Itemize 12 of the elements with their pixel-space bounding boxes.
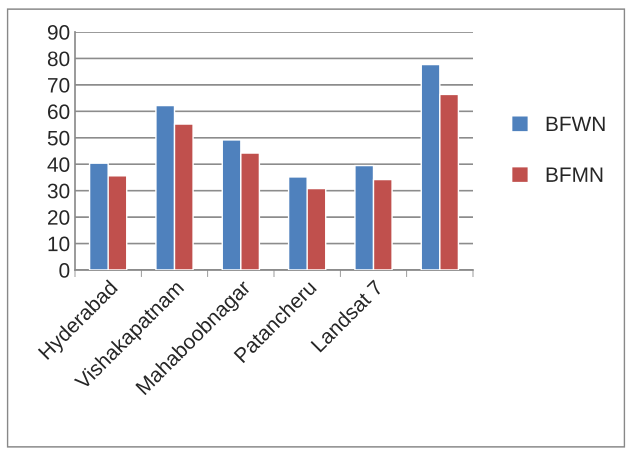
legend-label: BFMN [546,168,602,182]
y-tick-label: 0 [59,263,70,278]
y-tick-label: 50 [48,130,70,146]
y-tick-label: 20 [48,210,70,225]
y-tick-label: 30 [48,184,70,198]
y-tick-label: 60 [48,104,70,120]
y-tick-label: 70 [48,78,70,93]
y-tick-label: 40 [47,157,70,172]
y-tick-label: 10 [48,236,70,252]
y-tick-label: 90 [48,25,70,40]
legend-label: BFWN [546,116,605,132]
y-tick-label: 80 [48,51,70,66]
